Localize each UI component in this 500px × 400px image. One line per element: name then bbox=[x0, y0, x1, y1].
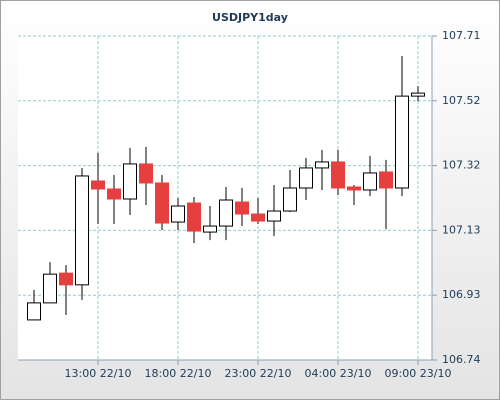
y-tick-label: 107.32 bbox=[442, 159, 481, 172]
candle-body bbox=[235, 201, 249, 215]
candle-body bbox=[251, 213, 265, 222]
y-tick-label: 107.13 bbox=[442, 223, 481, 236]
y-tick-label: 107.52 bbox=[442, 94, 481, 107]
candle-body bbox=[363, 172, 377, 191]
candle-body bbox=[171, 205, 185, 223]
candle-body bbox=[91, 180, 105, 190]
candle-body bbox=[315, 161, 329, 169]
candle-body bbox=[267, 210, 281, 222]
candle-body bbox=[347, 186, 361, 191]
candle-body bbox=[155, 182, 169, 224]
candle-body bbox=[411, 92, 425, 97]
candle-body bbox=[187, 202, 201, 232]
x-tick-label: 04:00 23/10 bbox=[305, 367, 372, 380]
y-tick-label: 107.71 bbox=[442, 29, 481, 42]
candle-body bbox=[139, 163, 153, 184]
candle-body bbox=[395, 95, 409, 189]
candle-body bbox=[27, 302, 41, 321]
x-tick-label: 09:00 23/10 bbox=[385, 367, 452, 380]
candle-body bbox=[379, 171, 393, 189]
candle-body bbox=[203, 225, 217, 233]
x-tick-label: 13:00 22/10 bbox=[65, 367, 132, 380]
y-tick-label: 106.74 bbox=[442, 353, 481, 366]
x-tick-label: 23:00 22/10 bbox=[225, 367, 292, 380]
candle-body bbox=[219, 199, 233, 227]
y-tick-label: 106.93 bbox=[442, 288, 481, 301]
candle-body bbox=[43, 273, 57, 304]
candle-body bbox=[107, 188, 121, 200]
candle-body bbox=[59, 272, 73, 286]
candle-body bbox=[283, 187, 297, 212]
chart-title: USDJPY1day bbox=[212, 11, 288, 24]
candle-body bbox=[299, 167, 313, 189]
candle-body bbox=[75, 175, 89, 286]
candle-body bbox=[331, 161, 345, 189]
candle-body bbox=[123, 163, 137, 200]
x-tick-label: 18:00 22/10 bbox=[145, 367, 212, 380]
